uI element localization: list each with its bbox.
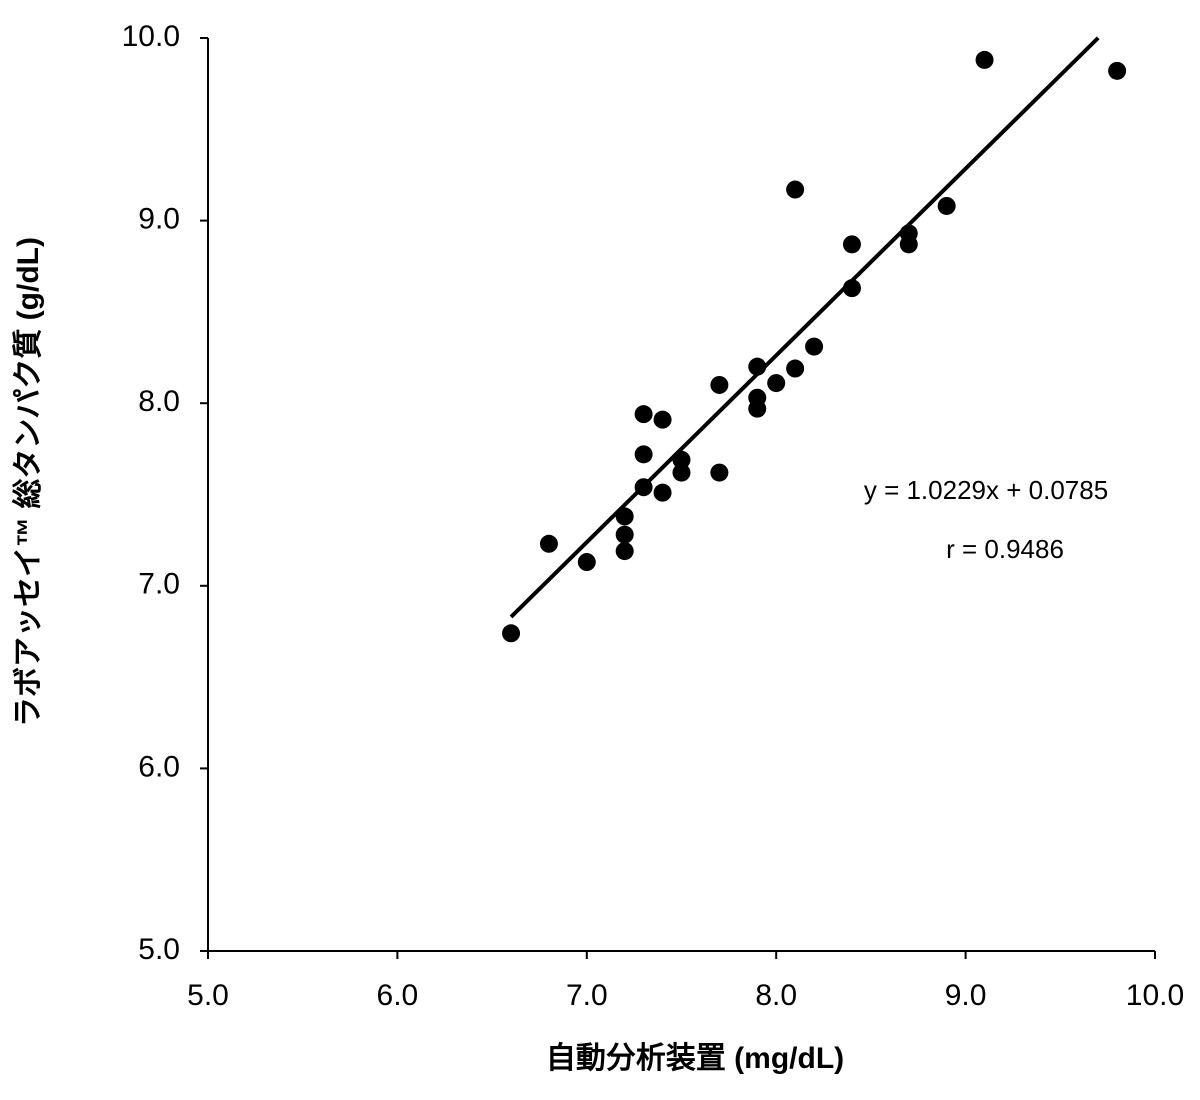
data-point xyxy=(842,279,861,298)
data-point xyxy=(975,50,994,69)
data-point xyxy=(653,410,672,429)
y-tick-label: 8.0 xyxy=(138,385,180,418)
data-point xyxy=(634,405,653,424)
y-tick-label: 9.0 xyxy=(138,203,180,236)
y-tick-label: 5.0 xyxy=(138,933,180,966)
data-point xyxy=(634,478,653,497)
data-point xyxy=(539,534,558,553)
data-point xyxy=(767,374,786,393)
x-tick-label: 9.0 xyxy=(945,979,987,1012)
data-point xyxy=(615,525,634,544)
data-point xyxy=(842,235,861,254)
data-point xyxy=(502,624,521,643)
x-tick-label: 7.0 xyxy=(566,979,608,1012)
trend-line xyxy=(509,36,1100,619)
data-point xyxy=(634,445,653,464)
data-point xyxy=(1108,61,1127,80)
data-point xyxy=(615,507,634,526)
r-value: r = 0.9486 xyxy=(946,534,1064,564)
data-point xyxy=(710,375,729,394)
data-point xyxy=(672,463,691,482)
x-axis-label: 自動分析装置 (mg/dL) xyxy=(546,1042,844,1075)
data-point xyxy=(653,483,672,502)
y-tick-label: 6.0 xyxy=(138,750,180,783)
data-point xyxy=(615,542,634,561)
data-point xyxy=(672,450,691,469)
data-point xyxy=(577,553,596,572)
y-tick-label: 10.0 xyxy=(122,20,180,53)
x-tick-label: 8.0 xyxy=(755,979,797,1012)
data-point xyxy=(805,337,824,356)
y-tick-label: 7.0 xyxy=(138,568,180,601)
equation: y = 1.0229x + 0.0785 xyxy=(864,475,1108,505)
data-point xyxy=(748,357,767,376)
data-point xyxy=(937,196,956,215)
data-point xyxy=(748,399,767,418)
x-tick-label: 10.0 xyxy=(1126,979,1184,1012)
data-point xyxy=(710,463,729,482)
data-point xyxy=(899,235,918,254)
data-point xyxy=(786,359,805,378)
data-point xyxy=(786,180,805,199)
x-tick-label: 5.0 xyxy=(187,979,229,1012)
y-axis-label: ラボアッセイ™ 総タンパク質 (g/dL) xyxy=(12,237,45,727)
x-tick-label: 6.0 xyxy=(377,979,419,1012)
